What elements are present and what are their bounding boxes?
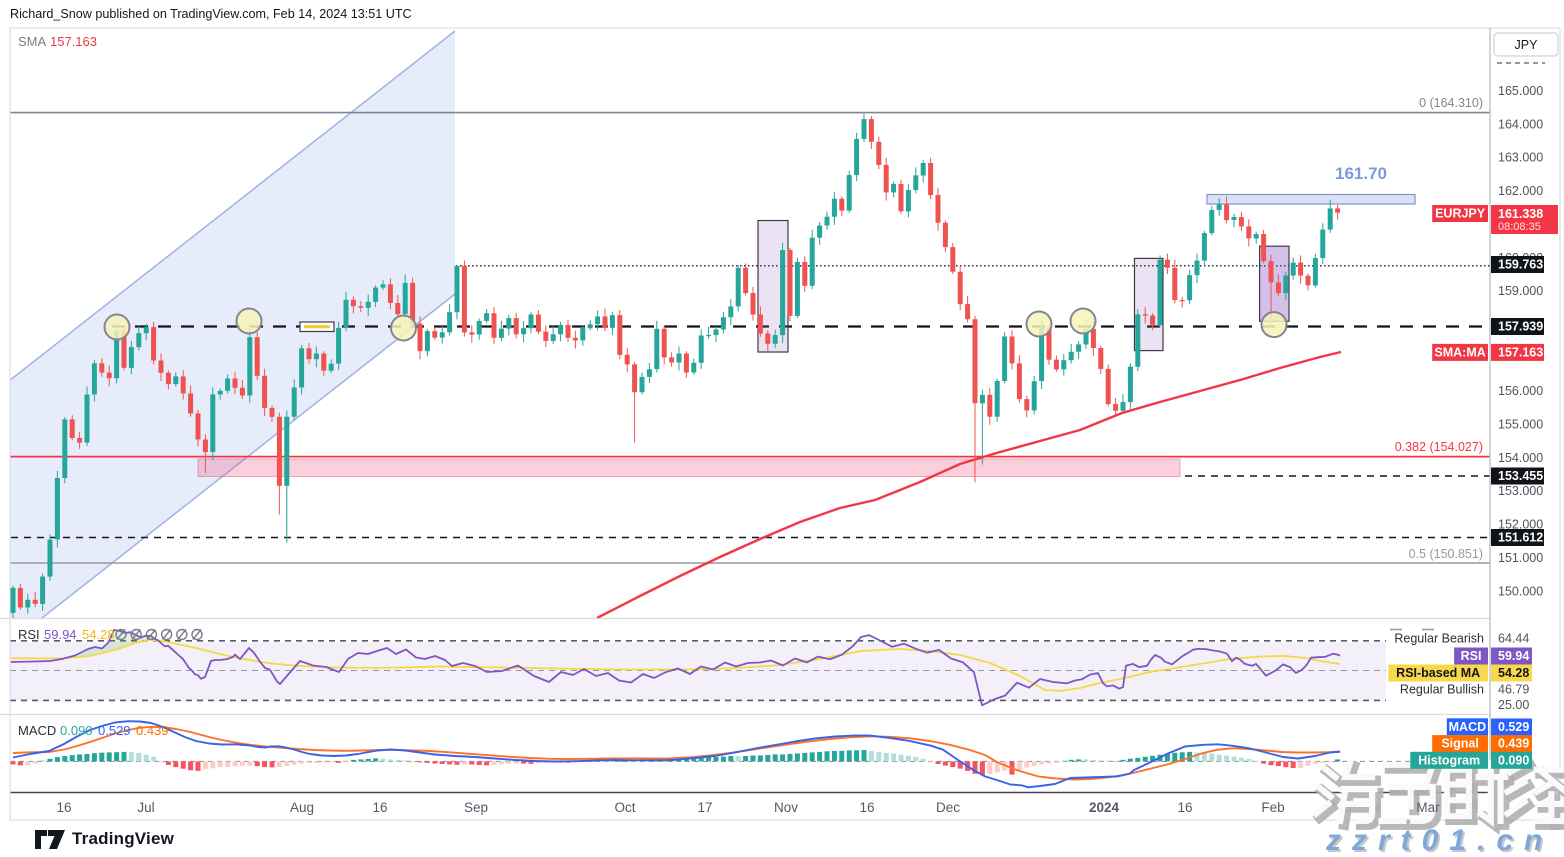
svg-text:64.44: 64.44 xyxy=(1498,631,1529,645)
svg-text:162.000: 162.000 xyxy=(1498,184,1543,198)
svg-text:155.000: 155.000 xyxy=(1498,418,1543,432)
svg-text:46.79: 46.79 xyxy=(1498,682,1529,696)
svg-text:154.000: 154.000 xyxy=(1498,451,1543,465)
svg-text:16: 16 xyxy=(1177,800,1192,815)
svg-text:157.939: 157.939 xyxy=(1498,320,1543,334)
svg-text:SMA:MA: SMA:MA xyxy=(1434,345,1485,359)
svg-text:152.000: 152.000 xyxy=(1498,518,1543,532)
svg-text:0.090: 0.090 xyxy=(60,723,93,738)
svg-text:RSI: RSI xyxy=(1461,649,1482,663)
svg-text:Sep: Sep xyxy=(464,800,488,815)
svg-text:153.455: 153.455 xyxy=(1498,469,1543,483)
svg-text:151.000: 151.000 xyxy=(1498,551,1543,565)
svg-text:163.000: 163.000 xyxy=(1498,151,1543,165)
svg-text:165.000: 165.000 xyxy=(1498,84,1543,98)
svg-text:25.00: 25.00 xyxy=(1498,698,1529,712)
svg-text:54.28: 54.28 xyxy=(82,627,115,642)
svg-text:Nov: Nov xyxy=(774,800,798,815)
svg-text:0.439: 0.439 xyxy=(1498,737,1529,751)
svg-text:RSI: RSI xyxy=(18,627,40,642)
svg-text:16: 16 xyxy=(372,800,387,815)
svg-text:08:08:35: 08:08:35 xyxy=(1498,221,1541,233)
svg-text:Regular Bullish: Regular Bullish xyxy=(1400,682,1484,696)
svg-text:164.000: 164.000 xyxy=(1498,117,1543,131)
svg-text:156.000: 156.000 xyxy=(1498,384,1543,398)
svg-text:161.70: 161.70 xyxy=(1335,164,1387,183)
svg-text:16: 16 xyxy=(56,800,71,815)
svg-text:0.5 (150.851): 0.5 (150.851) xyxy=(1409,547,1483,561)
svg-text:MACD: MACD xyxy=(1449,720,1487,734)
svg-text:2024: 2024 xyxy=(1089,800,1120,815)
svg-text:EURJPY: EURJPY xyxy=(1435,207,1486,221)
svg-text:MACD: MACD xyxy=(18,723,56,738)
svg-text:Mar: Mar xyxy=(1416,800,1440,815)
svg-text:Oct: Oct xyxy=(614,800,635,815)
svg-text:0.439: 0.439 xyxy=(136,723,169,738)
svg-text:59.94: 59.94 xyxy=(1498,649,1529,663)
svg-text:161.338: 161.338 xyxy=(1498,207,1543,221)
svg-text:157.163: 157.163 xyxy=(50,34,97,49)
svg-text:0.382 (154.027): 0.382 (154.027) xyxy=(1395,440,1483,454)
svg-text:Regular Bearish: Regular Bearish xyxy=(1394,631,1484,645)
svg-text:159.000: 159.000 xyxy=(1498,284,1543,298)
svg-text:Jul: Jul xyxy=(137,800,154,815)
svg-text:159.763: 159.763 xyxy=(1498,258,1543,272)
svg-text:0.090: 0.090 xyxy=(1498,753,1529,767)
svg-text:17: 17 xyxy=(697,800,712,815)
svg-text:Feb: Feb xyxy=(1261,800,1284,815)
svg-text:Histogram: Histogram xyxy=(1418,753,1480,767)
svg-text:54.28: 54.28 xyxy=(1498,666,1529,680)
svg-text:SMA: SMA xyxy=(18,34,47,49)
svg-text:150.000: 150.000 xyxy=(1498,584,1543,598)
svg-text:Aug: Aug xyxy=(290,800,314,815)
svg-text:16: 16 xyxy=(859,800,874,815)
svg-text:RSI-based MA: RSI-based MA xyxy=(1396,666,1480,680)
svg-text:153.000: 153.000 xyxy=(1498,484,1543,498)
svg-text:0.529: 0.529 xyxy=(1498,720,1529,734)
svg-text:JPY: JPY xyxy=(1515,38,1539,52)
svg-text:59.94: 59.94 xyxy=(44,627,77,642)
svg-text:Dec: Dec xyxy=(936,800,960,815)
svg-text:0.529: 0.529 xyxy=(98,723,131,738)
svg-text:151.612: 151.612 xyxy=(1498,531,1543,545)
svg-text:Signal: Signal xyxy=(1441,737,1479,751)
svg-text:0 (164.310): 0 (164.310) xyxy=(1419,96,1483,110)
svg-text:157.163: 157.163 xyxy=(1498,345,1543,359)
